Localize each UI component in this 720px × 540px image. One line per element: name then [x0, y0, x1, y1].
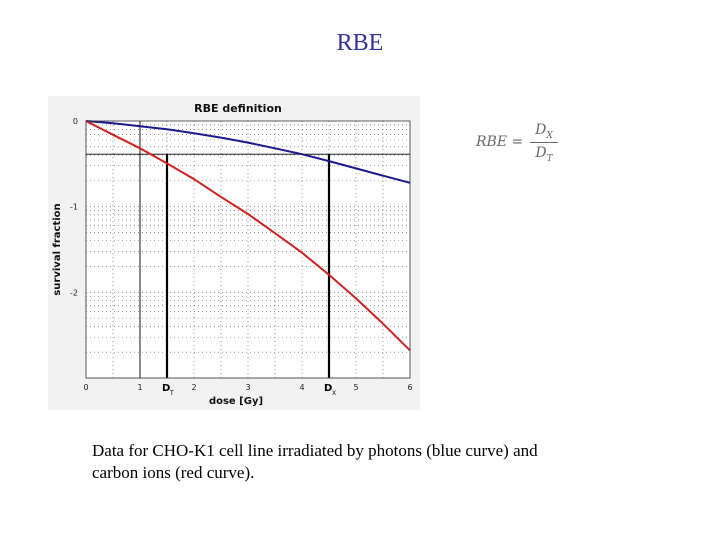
formula-lhs: RBE = [476, 134, 524, 150]
dose-T-label: D [162, 383, 170, 394]
chart-svg: RBE definition 0 1 2 3 4 5 6 0 -1 -2 dose [Gy] survi… [48, 96, 420, 410]
formula-numerator-symbol: D [535, 122, 547, 138]
formula-denominator: DT [530, 145, 558, 164]
rbe-formula: RBE = DX DT [472, 122, 572, 166]
plot-border [85, 120, 411, 379]
series-line-1 [85, 120, 411, 352]
slide-caption: Data for CHO-K1 cell line irradiated by … [92, 441, 538, 482]
y-tick-label: -2 [70, 288, 78, 297]
formula-fraction-bar [530, 142, 558, 143]
series-line-0 [85, 120, 411, 184]
formula-denominator-symbol: D [535, 145, 547, 161]
dose-X-label-sub: X [332, 390, 336, 397]
y-tick-label: 0 [73, 117, 78, 126]
x-tick-label: 6 [407, 383, 412, 392]
slide-title: RBE [336, 30, 384, 56]
formula-numerator: DX [530, 122, 558, 141]
x-tick-label: 2 [191, 383, 196, 392]
y-axis-label: survival fraction [52, 203, 63, 295]
formula-fraction: DX DT [530, 122, 558, 164]
x-tick-label: 5 [353, 383, 358, 392]
dose-T-label-sub: T [169, 390, 174, 397]
rbe-chart: RBE definition 0 1 2 3 4 5 6 0 -1 -2 dose [Gy] survi… [48, 96, 420, 410]
x-tick-label: 1 [137, 383, 142, 392]
formula-denominator-sub: T [546, 153, 553, 164]
x-tick-label: 0 [83, 383, 88, 392]
x-axis-label: dose [Gy] [209, 396, 263, 407]
x-tick-label: 4 [299, 383, 304, 392]
x-tick-label: 3 [245, 383, 250, 392]
formula-numerator-sub: X [546, 130, 553, 141]
chart-title: RBE definition [194, 102, 282, 115]
y-tick-label: -1 [70, 203, 78, 212]
dose-X-label: D [324, 383, 332, 394]
